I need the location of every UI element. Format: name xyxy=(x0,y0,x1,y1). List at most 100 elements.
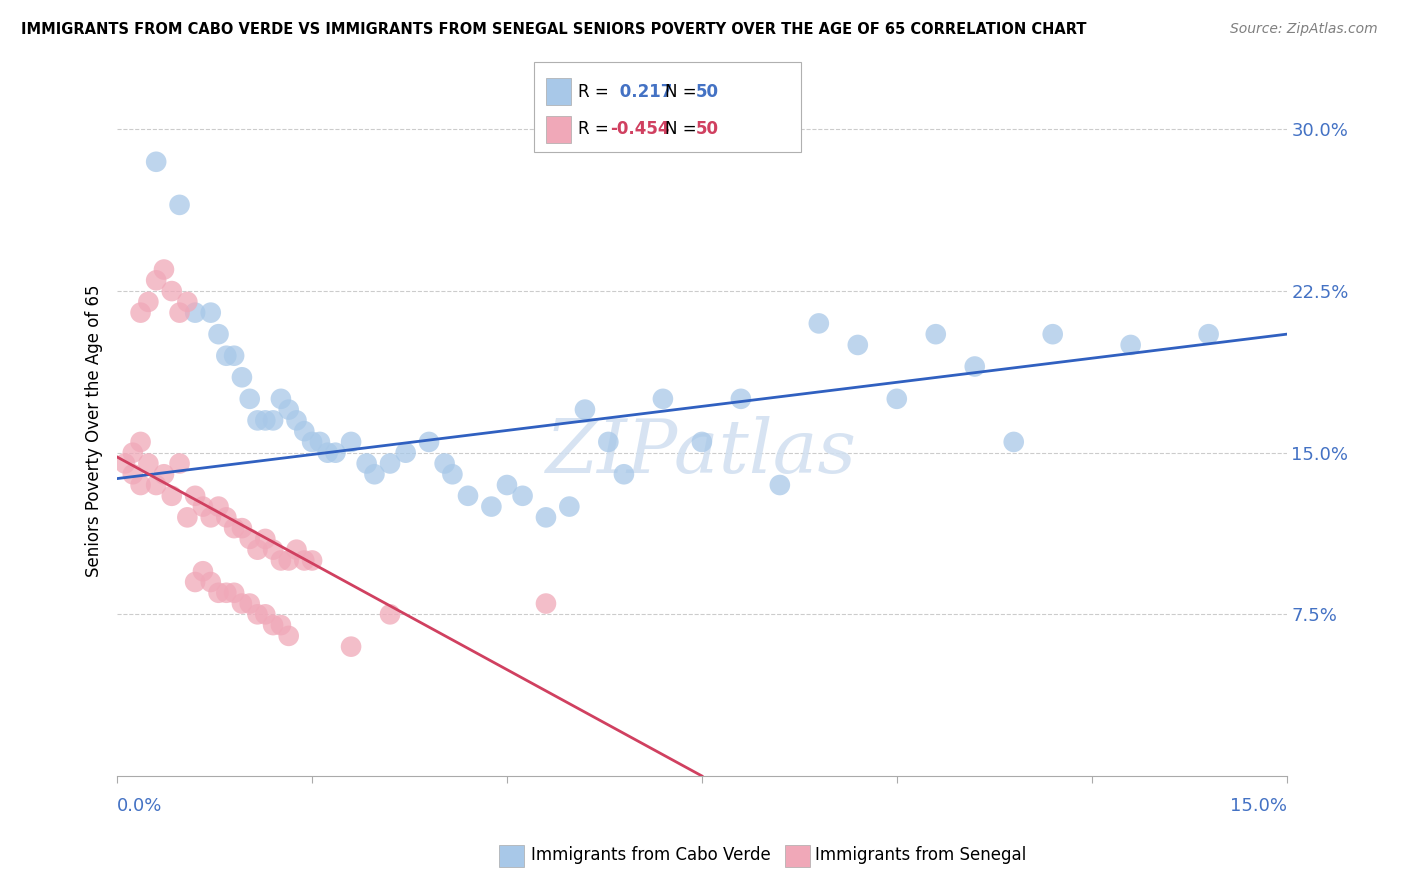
Point xyxy=(224,586,246,600)
Point xyxy=(613,467,636,482)
Point xyxy=(1042,327,1064,342)
Text: Source: ZipAtlas.com: Source: ZipAtlas.com xyxy=(1230,22,1378,37)
Point xyxy=(534,597,557,611)
Point xyxy=(395,446,418,460)
Point xyxy=(239,532,262,546)
Point xyxy=(207,500,229,514)
Point xyxy=(191,500,214,514)
Point xyxy=(309,434,332,449)
Text: R =: R = xyxy=(578,120,614,138)
Point xyxy=(215,510,238,524)
Point xyxy=(378,607,401,622)
Point xyxy=(277,629,299,643)
Point xyxy=(231,597,253,611)
Point xyxy=(254,607,277,622)
Point xyxy=(239,597,262,611)
Point xyxy=(224,349,246,363)
Point xyxy=(378,457,401,471)
Point xyxy=(301,553,323,567)
Text: 50: 50 xyxy=(696,120,718,138)
Point xyxy=(262,542,284,557)
Point xyxy=(730,392,752,406)
Text: IMMIGRANTS FROM CABO VERDE VS IMMIGRANTS FROM SENEGAL SENIORS POVERTY OVER THE A: IMMIGRANTS FROM CABO VERDE VS IMMIGRANTS… xyxy=(21,22,1087,37)
Point xyxy=(231,521,253,535)
Point xyxy=(215,349,238,363)
Point xyxy=(121,446,143,460)
Point xyxy=(285,542,308,557)
Point xyxy=(246,607,269,622)
Point xyxy=(184,574,207,589)
Point xyxy=(418,434,440,449)
Point xyxy=(169,305,191,319)
Text: 15.0%: 15.0% xyxy=(1230,797,1286,814)
Point xyxy=(246,413,269,427)
Point xyxy=(457,489,479,503)
Point xyxy=(145,273,167,287)
Point xyxy=(433,457,456,471)
Point xyxy=(651,392,673,406)
Point xyxy=(270,392,292,406)
Point xyxy=(886,392,908,406)
Point xyxy=(129,434,152,449)
Point xyxy=(215,586,238,600)
Point xyxy=(356,457,378,471)
Point xyxy=(340,640,363,654)
Point xyxy=(262,413,284,427)
Point xyxy=(277,402,299,417)
Point xyxy=(292,553,315,567)
Point xyxy=(184,489,207,503)
Point xyxy=(807,317,830,331)
Point xyxy=(169,457,191,471)
Point xyxy=(200,305,222,319)
Point xyxy=(224,521,246,535)
Point xyxy=(191,564,214,578)
Point xyxy=(200,574,222,589)
Point xyxy=(254,413,277,427)
Point xyxy=(169,198,191,212)
Point xyxy=(270,553,292,567)
Point xyxy=(246,542,269,557)
Point xyxy=(231,370,253,384)
Point xyxy=(1002,434,1025,449)
Point xyxy=(207,327,229,342)
Point xyxy=(292,424,315,438)
Point xyxy=(207,586,229,600)
Point xyxy=(598,434,620,449)
Point xyxy=(1198,327,1220,342)
Point xyxy=(270,618,292,632)
Point xyxy=(176,510,198,524)
Point xyxy=(239,392,262,406)
Point xyxy=(963,359,986,374)
Text: R =: R = xyxy=(578,83,614,101)
Point xyxy=(138,457,160,471)
Point xyxy=(285,413,308,427)
Point xyxy=(254,532,277,546)
Point xyxy=(262,618,284,632)
Point xyxy=(479,500,502,514)
Point xyxy=(1119,338,1142,352)
Point xyxy=(496,478,519,492)
Point xyxy=(153,467,176,482)
Point xyxy=(325,446,347,460)
Point xyxy=(138,294,160,309)
Text: 50: 50 xyxy=(696,83,718,101)
Text: 0.217: 0.217 xyxy=(614,83,673,101)
Text: ZIPatlas: ZIPatlas xyxy=(547,416,858,488)
Point xyxy=(145,154,167,169)
Point xyxy=(925,327,948,342)
Point xyxy=(558,500,581,514)
Point xyxy=(160,489,183,503)
Text: N =: N = xyxy=(665,83,702,101)
Point xyxy=(690,434,713,449)
Point xyxy=(441,467,464,482)
Point xyxy=(534,510,557,524)
Point xyxy=(574,402,596,417)
Point xyxy=(153,262,176,277)
Point xyxy=(114,457,136,471)
Point xyxy=(145,478,167,492)
Point xyxy=(184,305,207,319)
Text: N =: N = xyxy=(665,120,702,138)
Text: 0.0%: 0.0% xyxy=(117,797,163,814)
Point xyxy=(121,467,143,482)
Point xyxy=(340,434,363,449)
